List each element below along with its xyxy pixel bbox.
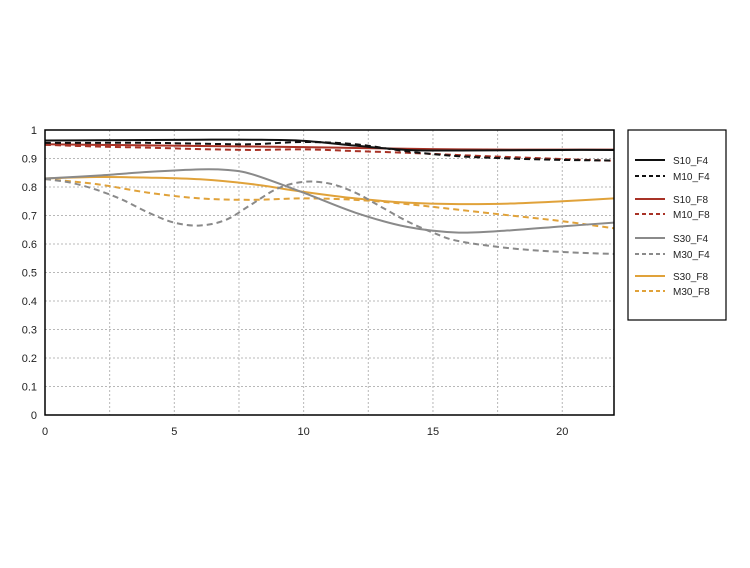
- y-tick-label: 0.1: [22, 382, 37, 394]
- plot-frame: [44, 129, 615, 416]
- series-line-s30-f4: [44, 168, 615, 234]
- y-tick-label: 0.3: [22, 325, 37, 337]
- x-tick-label: 5: [171, 426, 177, 438]
- y-tick-label: 0.4: [22, 296, 37, 308]
- series-line-m10-f8: [44, 143, 615, 162]
- series-layer: [44, 138, 615, 255]
- x-tick-label: 20: [556, 426, 568, 438]
- x-tick-label: 10: [298, 426, 310, 438]
- y-tick-label: 0.2: [22, 353, 37, 365]
- tick-layer: 00.10.20.30.40.50.60.70.80.910 5 10 15 20: [22, 125, 569, 438]
- legend: S10_F4 M10_F4 S10_F8 M10_F8 S30_F4 M30_F4 S30_…: [627, 129, 727, 321]
- legend-label-s30-f8: S30_F8: [673, 272, 708, 283]
- y-tick-label: 0: [31, 410, 37, 422]
- y-tick-label: 0.7: [22, 211, 37, 223]
- series-line-s10-f4: [44, 138, 615, 152]
- legend-label-m10-f8: M10_F8: [673, 210, 710, 221]
- legend-label-m30-f8: M30_F8: [673, 287, 710, 298]
- x-tick-label: 0: [42, 426, 48, 438]
- grid-layer: [45, 130, 614, 415]
- y-tick-label: 0.8: [22, 182, 37, 194]
- y-tick-label: 0.5: [22, 268, 37, 280]
- series-line-m30-f4: [44, 178, 615, 255]
- legend-label-s30-f4: S30_F4: [673, 234, 708, 245]
- y-tick-label: 0.9: [22, 154, 37, 166]
- legend-label-s10-f8: S10_F8: [673, 195, 708, 206]
- series-line-m30-f8: [44, 178, 615, 230]
- y-tick-label: 1: [31, 125, 37, 137]
- legend-label-m30-f4: M30_F4: [673, 250, 710, 261]
- series-line-s30-f8: [44, 175, 615, 206]
- legend-label-m10-f4: M10_F4: [673, 172, 710, 183]
- x-tick-label: 15: [427, 426, 439, 438]
- legend-box: [627, 129, 727, 321]
- y-tick-label: 0.6: [22, 239, 37, 251]
- legend-label-s10-f4: S10_F4: [673, 156, 708, 167]
